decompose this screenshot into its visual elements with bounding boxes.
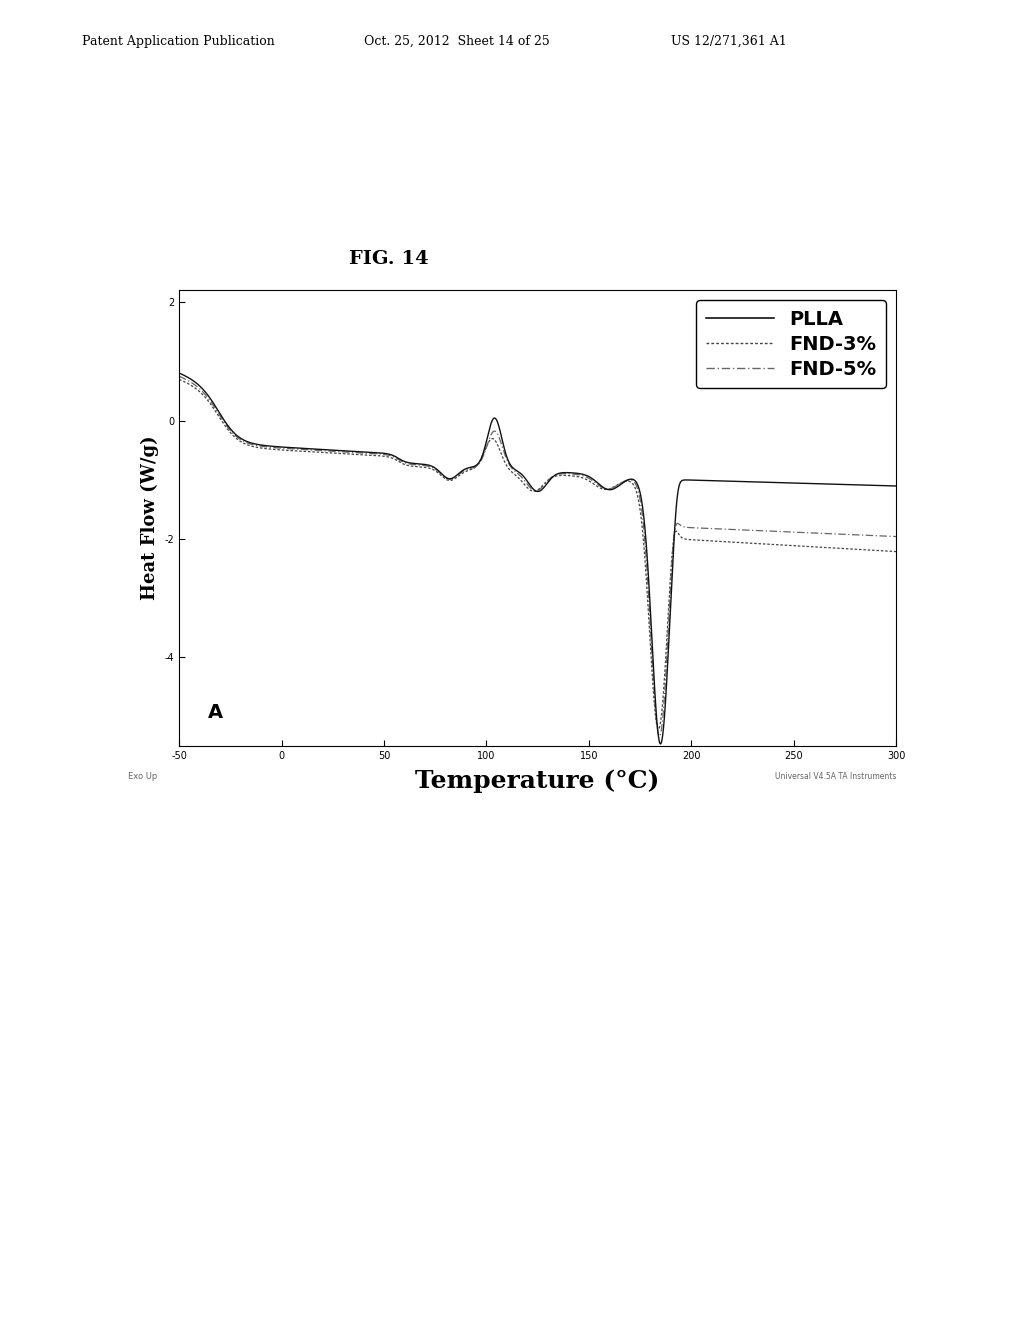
Text: Oct. 25, 2012  Sheet 14 of 25: Oct. 25, 2012 Sheet 14 of 25 xyxy=(364,34,549,48)
X-axis label: Temperature (°C): Temperature (°C) xyxy=(416,770,659,793)
Text: Universal V4.5A TA Instruments: Universal V4.5A TA Instruments xyxy=(774,772,896,781)
Legend: PLLA, FND-3%, FND-5%: PLLA, FND-3%, FND-5% xyxy=(696,300,887,388)
Text: Patent Application Publication: Patent Application Publication xyxy=(82,34,274,48)
Text: US 12/271,361 A1: US 12/271,361 A1 xyxy=(671,34,786,48)
Text: Exo Up: Exo Up xyxy=(128,772,158,781)
Text: FIG. 14: FIG. 14 xyxy=(349,249,429,268)
Text: A: A xyxy=(208,704,223,722)
Y-axis label: Heat Flow (W/g): Heat Flow (W/g) xyxy=(140,436,159,601)
